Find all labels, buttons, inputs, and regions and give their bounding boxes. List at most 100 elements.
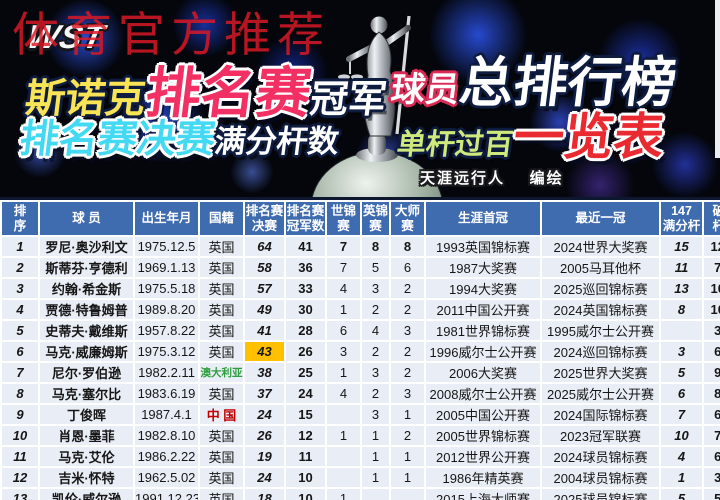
cell-first_title: 2012世界公开赛 — [424, 445, 542, 468]
cell-centuries: 714 — [702, 424, 720, 447]
cell-finals: 57 — [243, 277, 286, 300]
table-row: 2 斯蒂芬·亨德利 1969.1.13 英国 58 36 7 5 6 1987大奖赛 2005马耳他… — [0, 256, 720, 279]
cell-nation: 英国 — [198, 340, 245, 363]
column-header-titles: 排名赛 冠军数 — [284, 200, 327, 237]
cell-name: 凯伦·威尔逊 — [38, 487, 135, 500]
cell-centuries: 515 — [702, 487, 720, 500]
cell-centuries: 665 — [702, 445, 720, 468]
cell-finals: 37 — [243, 382, 286, 405]
column-header-name: 球 员 — [38, 200, 135, 237]
table-row: 12 吉米·怀特 1962.5.02 英国 24 10 1 1 1986年精英赛 2004球员锦标… — [0, 466, 720, 489]
table-row: 7 尼尔·罗伯逊 1982.2.11 澳大利亚 38 25 1 3 2 2006大奖赛 2025世界… — [0, 361, 720, 384]
cell-birth: 1975.12.5 — [133, 235, 200, 258]
cell-finals: 49 — [243, 298, 286, 321]
cell-name: 丁俊晖 — [38, 403, 135, 426]
cell-wc: 7 — [325, 235, 362, 258]
cell-last_title: 2024世界大奖赛 — [540, 235, 661, 258]
cell-name: 尼尔·罗伯逊 — [38, 361, 135, 384]
banner-text-champion: 冠军 — [307, 79, 389, 121]
cell-nation: 英国 — [198, 298, 245, 321]
cell-nation: 英国 — [198, 487, 245, 500]
cell-name: 吉米·怀特 — [38, 466, 135, 489]
cell-masters: 2 — [389, 298, 426, 321]
cell-first_title: 2011中国公开赛 — [424, 298, 542, 321]
cell-masters: 3 — [389, 319, 426, 342]
watermark-text: 体育官方推荐 — [12, 8, 330, 63]
cell-last_title: 2025世界大奖赛 — [540, 361, 661, 384]
cell-wc — [325, 403, 362, 426]
cell-max147: 10 — [659, 424, 704, 447]
cell-max147: 13 — [659, 277, 704, 300]
cell-rank: 13 — [0, 487, 40, 500]
table-body: 1 罗尼·奥沙利文 1975.12.5 英国 64 41 7 8 8 1993英国锦标赛 2024世… — [0, 235, 720, 500]
cell-masters: 2 — [389, 340, 426, 363]
cell-first_title: 2008威尔士公开赛 — [424, 382, 542, 405]
cell-last_title: 2025球员锦标赛 — [540, 487, 661, 500]
cell-last_title: 2024英国锦标赛 — [540, 298, 661, 321]
cell-nation: 英国 — [198, 235, 245, 258]
table-row: 4 贾德·特鲁姆普 1989.8.20 英国 49 30 1 2 2 2011中国公开赛 2024英… — [0, 298, 720, 321]
table-row: 6 马克·威廉姆斯 1975.3.12 英国 43 26 3 2 2 1996威尔士公开赛 2024… — [0, 340, 720, 363]
table-row: 1 罗尼·奥沙利文 1975.12.5 英国 64 41 7 8 8 1993英国锦标赛 2024世… — [0, 235, 720, 258]
column-header-centuries: 破百 杆数 — [702, 200, 720, 237]
cell-masters: 1 — [389, 466, 426, 489]
cell-name: 肖恩·墨菲 — [38, 424, 135, 447]
cell-uk: 1 — [360, 466, 391, 489]
cell-centuries: 894 — [702, 382, 720, 405]
cell-masters: 2 — [389, 277, 426, 300]
cell-last_title: 2005马耳他杯 — [540, 256, 661, 279]
banner: WST 斯诺克排名赛冠军 排名赛决赛满分杆数 球员总排行榜 单杆过百一览表 天涯… — [0, 0, 720, 197]
cell-centuries: 1087 — [702, 298, 720, 321]
cell-titles: 25 — [284, 361, 327, 384]
table-row: 3 约翰·希金斯 1975.5.18 英国 57 33 4 3 2 1994大奖赛 2025巡回锦标… — [0, 277, 720, 300]
cell-birth: 1983.6.19 — [133, 382, 200, 405]
cell-centuries: 1289 — [702, 235, 720, 258]
cell-rank: 2 — [0, 256, 40, 279]
cell-last_title: 1995威尔士公开赛 — [540, 319, 661, 342]
cell-titles: 36 — [284, 256, 327, 279]
cell-max147: 5 — [659, 361, 704, 384]
column-header-nation: 国籍 — [198, 200, 245, 237]
cell-wc: 1 — [325, 361, 362, 384]
table-top-strip — [0, 197, 720, 200]
cell-nation: 英国 — [198, 319, 245, 342]
cell-max147: 11 — [659, 256, 704, 279]
cell-titles: 41 — [284, 235, 327, 258]
cell-rank: 3 — [0, 277, 40, 300]
cell-name: 马克·塞尔比 — [38, 382, 135, 405]
cell-finals: 38 — [243, 361, 286, 384]
cell-birth: 1982.8.10 — [133, 424, 200, 447]
cell-first_title: 2015上海大师赛 — [424, 487, 542, 500]
cell-first_title: 2006大奖赛 — [424, 361, 542, 384]
cell-birth: 1987.4.1 — [133, 403, 200, 426]
cell-titles: 10 — [284, 466, 327, 489]
column-header-masters: 大师 赛 — [389, 200, 426, 237]
cell-wc: 7 — [325, 256, 362, 279]
cell-titles: 12 — [284, 424, 327, 447]
banner-text-overall-ranking: 总排行榜 — [456, 53, 680, 113]
cell-max147: 6 — [659, 382, 704, 405]
cell-wc — [325, 445, 362, 468]
table-row: 9 丁俊晖 1987.4.1 中 国 24 15 3 1 2005中国公开赛 2024国际锦标赛 7… — [0, 403, 720, 426]
cell-birth: 1991.12.23 — [133, 487, 200, 500]
table-row: 5 史蒂夫·戴维斯 1957.8.22 英国 41 28 6 4 3 1981世界锦标赛 1995威… — [0, 319, 720, 342]
cell-centuries: 1039 — [702, 277, 720, 300]
cell-max147 — [659, 319, 704, 342]
cell-wc: 6 — [325, 319, 362, 342]
cell-uk: 2 — [360, 298, 391, 321]
cell-first_title: 1993英国锦标赛 — [424, 235, 542, 258]
cell-first_title: 2005中国公开赛 — [424, 403, 542, 426]
table-row: 13 凯伦·威尔逊 1991.12.23 英国 18 10 1 2015上海大师赛 2025球员… — [0, 487, 720, 500]
cell-titles: 28 — [284, 319, 327, 342]
cell-centuries: 777 — [702, 256, 720, 279]
cell-max147: 15 — [659, 235, 704, 258]
cell-finals: 19 — [243, 445, 286, 468]
cell-titles: 10 — [284, 487, 327, 500]
banner-title-finals-maximums: 排名赛决赛满分杆数 — [17, 118, 342, 161]
banner-text-list: 一览表 — [510, 109, 668, 165]
column-header-last_title: 最近一冠 — [540, 200, 661, 237]
cell-rank: 7 — [0, 361, 40, 384]
cell-wc: 4 — [325, 277, 362, 300]
cell-rank: 4 — [0, 298, 40, 321]
author-credit: 天涯远行人 编绘 — [420, 170, 564, 187]
